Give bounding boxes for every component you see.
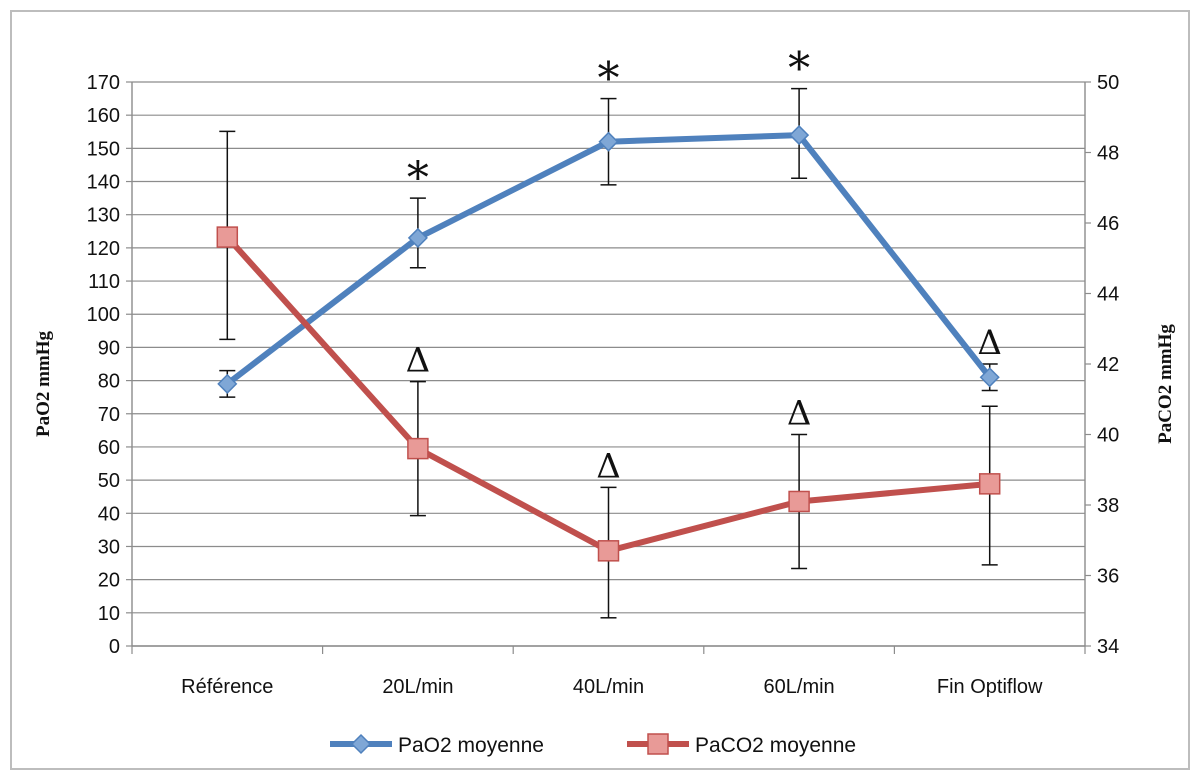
y-right-tick-label: 36 [1097, 566, 1119, 588]
y-right-tick-label: 40 [1097, 425, 1119, 447]
y-left-tick-label: 150 [87, 138, 120, 160]
significance-marker: Δ [787, 394, 812, 434]
y-left-tick-label: 0 [109, 636, 120, 658]
significance-marker: * [788, 44, 810, 95]
y-left-axis-title: PaO2 mmHg [33, 330, 54, 437]
y-left-tick-label: 120 [87, 238, 120, 260]
x-tick-label: Fin Optiflow [937, 676, 1043, 698]
legend-marker [350, 733, 372, 755]
legend-item: PaCO2 moyenne [627, 733, 856, 757]
y-left-tick-label: 30 [98, 536, 120, 558]
significance-marker: * [407, 153, 429, 204]
x-tick-label: 40L/min [573, 676, 644, 698]
series-paco2 [216, 130, 1001, 619]
y-left-tick-label: 40 [98, 503, 120, 525]
data-point [978, 473, 1001, 495]
y-right-tick-label: 46 [1097, 213, 1119, 235]
y-left-tick-label: 80 [98, 371, 120, 393]
y-left-tick-label: 90 [98, 337, 120, 359]
data-point [598, 131, 619, 152]
legend-marker [647, 733, 669, 755]
y-right-tick-label: 34 [1097, 636, 1119, 658]
data-point [217, 373, 238, 394]
y-right-tick-label: 50 [1097, 72, 1119, 94]
axis-layer: 0 10 20 30 40 50 60 70 80 90 100 110 120 130 140 150 160… [33, 72, 1176, 698]
y-right-tick-label: 38 [1097, 495, 1119, 517]
y-left-tick-label: 60 [98, 437, 120, 459]
y-left-tick-label: 70 [98, 404, 120, 426]
series-pao2 [217, 87, 1000, 398]
legend-label: PaCO2 moyenne [695, 734, 856, 757]
x-tick-label: 60L/min [764, 676, 835, 698]
x-tick-label: 20L/min [382, 676, 453, 698]
y-left-tick-label: 170 [87, 72, 120, 94]
data-point [216, 226, 239, 248]
data-point [407, 227, 428, 248]
legend-label: PaO2 moyenne [398, 734, 544, 757]
legend: PaO2 moyenne PaCO2 moyenne [330, 733, 856, 757]
series-layer [216, 87, 1001, 619]
y-left-tick-label: 20 [98, 570, 120, 592]
y-right-axis-title: PaCO2 mmHg [1155, 324, 1176, 444]
significance-marker: * [598, 54, 620, 105]
x-tick-label: Référence [181, 676, 273, 698]
significance-marker: Δ [596, 446, 621, 486]
data-point [788, 490, 810, 513]
annotation-layer: * * * Δ Δ Δ Δ [406, 44, 1002, 487]
significance-marker: Δ [406, 341, 431, 381]
y-left-tick-label: 10 [98, 603, 120, 625]
legend-item: PaO2 moyenne [330, 733, 544, 757]
significance-marker: Δ [977, 323, 1002, 363]
y-left-tick-label: 100 [87, 304, 120, 326]
y-left-tick-label: 130 [87, 205, 120, 227]
data-point [597, 540, 620, 562]
y-left-tick-label: 160 [87, 105, 120, 127]
y-left-tick-label: 140 [87, 172, 120, 194]
data-point [789, 125, 810, 146]
y-right-tick-label: 42 [1097, 354, 1119, 376]
y-right-tick-label: 44 [1097, 284, 1119, 306]
y-right-tick-label: 48 [1097, 143, 1119, 165]
data-point [979, 367, 1000, 388]
y-left-tick-label: 50 [98, 470, 120, 492]
y-left-tick-label: 110 [88, 271, 120, 293]
data-point [407, 437, 429, 460]
